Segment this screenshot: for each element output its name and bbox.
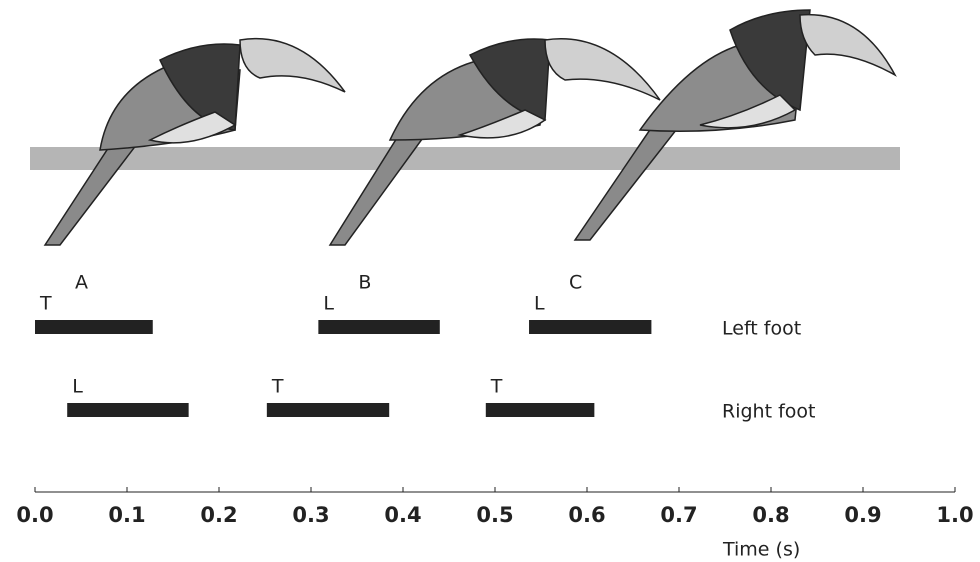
x-tick-label: 0.7 [660,503,697,527]
event-label: L [72,376,83,398]
x-tick-label: 0.3 [292,503,329,527]
event-label: T [271,376,284,398]
stance-bar [267,403,389,417]
x-tick-label: 1.0 [936,503,973,527]
x-tick-label: 0.9 [844,503,881,527]
x-tick-label: 0.2 [200,503,237,527]
chart: Time (s) 0.0 0.1 0.2 0.3 0.4 0.5 0.6 0.7 0.8 0.9 1… [0,0,980,562]
stance-bar [318,320,439,334]
x-axis-label: Time (s) [722,539,800,561]
phase-label: A [75,272,88,294]
series-label: Left foot [722,318,801,340]
x-tick-label: 0.5 [476,503,513,527]
bird [575,10,895,240]
stance-bar [529,320,651,334]
phase-label: C [569,272,582,294]
x-tick-label: 0.0 [16,503,53,527]
phase-label: B [358,272,371,294]
perch [30,147,900,170]
x-tick-label: 0.4 [384,503,421,527]
bird [45,39,345,245]
stance-bar [67,403,188,417]
illustration [30,10,900,245]
event-label: L [323,293,334,315]
x-tick-label: 0.1 [108,503,145,527]
event-label: T [490,376,503,398]
stance-bar [486,403,595,417]
series-label: Right foot [722,401,815,423]
event-label: L [534,293,545,315]
event-label: T [39,293,52,315]
stance-bar [35,320,153,334]
x-tick-label: 0.6 [568,503,605,527]
x-tick-label: 0.8 [752,503,789,527]
